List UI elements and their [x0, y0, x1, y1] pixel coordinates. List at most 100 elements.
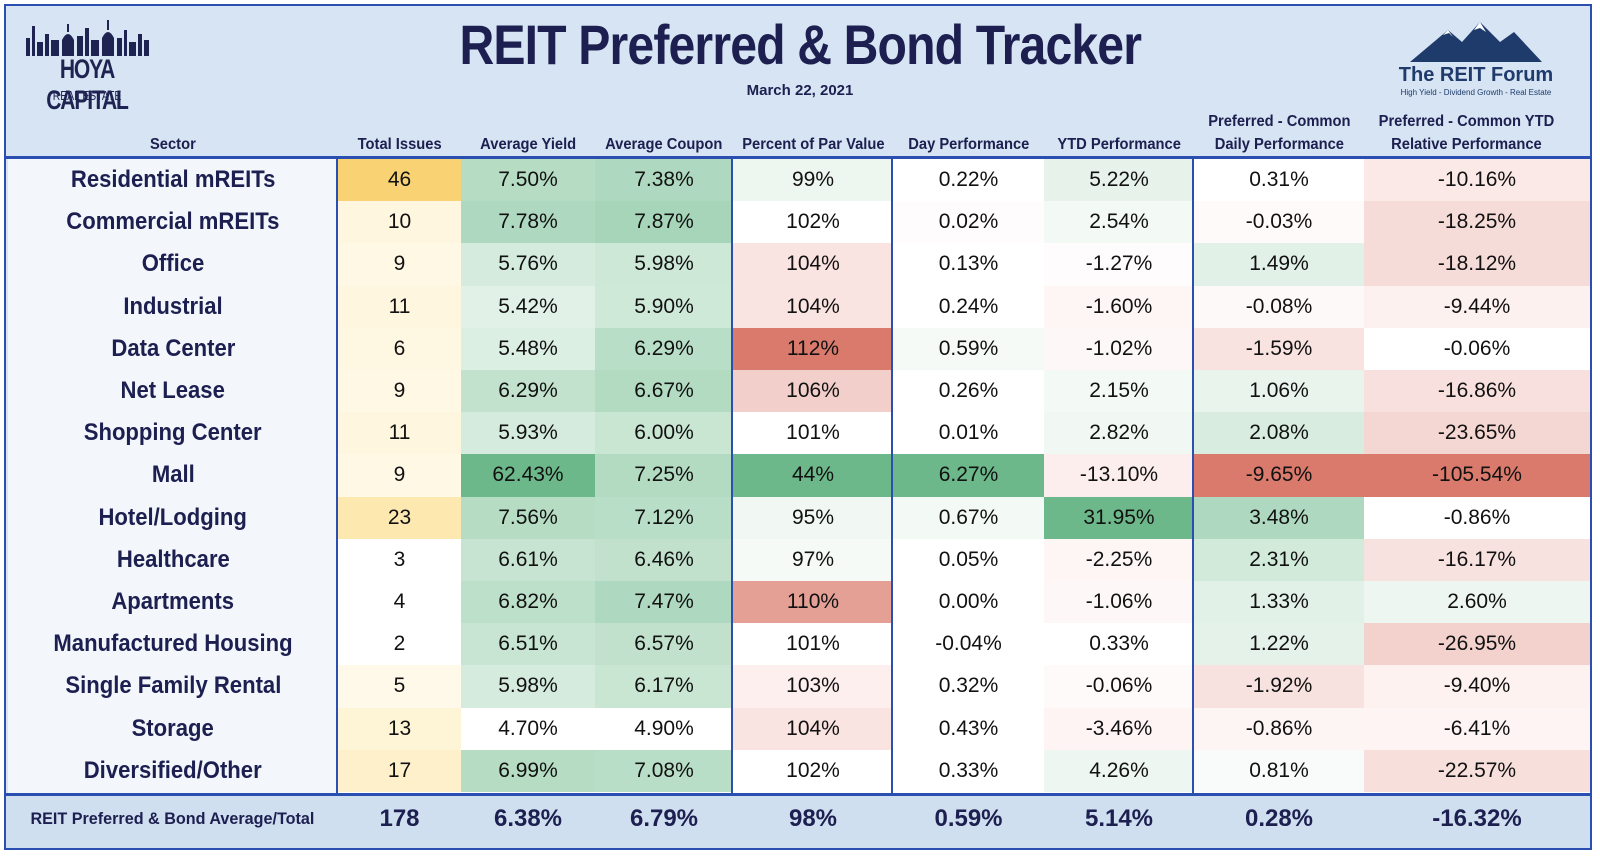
cell-pref-common-ytd: -105.54% — [1364, 454, 1590, 497]
sector-label: Commercial mREITs — [66, 208, 280, 236]
cell-ytd-performance: -0.06% — [1044, 665, 1194, 708]
cell-day-performance: 6.27% — [893, 454, 1044, 497]
col-header-pref-common-daily: Preferred - Common Daily Performance — [1207, 113, 1351, 153]
cell-pref-common-ytd: -26.95% — [1364, 623, 1590, 666]
cell-percent-par: 102% — [733, 749, 893, 792]
data-table: Residential mREITs 46 7.50% 7.38% 99% 0.22% 5.… — [8, 159, 1590, 793]
cell-percent-par: 102% — [733, 201, 893, 244]
cell-average-coupon: 6.46% — [595, 538, 733, 581]
cell-average-coupon: 7.47% — [595, 581, 733, 624]
sector-label: Industrial — [123, 292, 223, 320]
cell-pref-common-daily: 0.31% — [1194, 159, 1364, 202]
cell-pref-common-daily: 2.08% — [1194, 412, 1364, 455]
reit-forum-logo: The REIT Forum High Yield - Dividend Gro… — [1396, 20, 1556, 106]
cell-percent-par: 103% — [733, 665, 893, 708]
cell-ytd-performance: -1.06% — [1044, 581, 1194, 624]
cell-percent-par: 99% — [733, 159, 893, 202]
cell-ytd-performance: 5.22% — [1044, 159, 1194, 202]
cell-average-coupon: 5.98% — [595, 243, 733, 286]
mountains-icon — [1410, 22, 1542, 62]
cell-ytd-performance: -1.60% — [1044, 285, 1194, 328]
cell-ytd-performance: -3.46% — [1044, 707, 1194, 750]
cell-average-yield: 4.70% — [461, 707, 595, 750]
cell-pref-common-ytd: 2.60% — [1364, 581, 1590, 624]
cell-ytd-performance: 2.82% — [1044, 412, 1194, 455]
cell-day-performance: 0.01% — [893, 412, 1044, 455]
total-pref-common-ytd: -16.32% — [1432, 805, 1522, 832]
cell-day-performance: 0.67% — [893, 496, 1044, 539]
col-header-ytd-performance: YTD Performance — [1057, 136, 1181, 153]
column-divider — [1192, 159, 1194, 848]
sector-column — [8, 159, 338, 793]
cell-total-issues: 9 — [338, 454, 461, 497]
total-average-coupon: 6.79% — [629, 805, 699, 832]
cell-percent-par: 112% — [733, 327, 893, 370]
cell-ytd-performance: 2.15% — [1044, 370, 1194, 413]
cell-ytd-performance: -2.25% — [1044, 538, 1194, 581]
logo-left-name: HOYA CAPITAL — [46, 54, 129, 115]
col-header-average-yield: Average Yield — [479, 136, 576, 153]
sector-label: Apartments — [111, 588, 235, 616]
cell-percent-par: 44% — [733, 454, 893, 497]
cell-average-yield: 6.29% — [461, 370, 595, 413]
sector-label: Shopping Center — [84, 419, 262, 447]
cell-pref-common-ytd: -23.65% — [1364, 412, 1590, 455]
cell-pref-common-daily: -0.86% — [1194, 707, 1364, 750]
cell-average-yield: 7.50% — [461, 159, 595, 202]
cell-percent-par: 97% — [733, 538, 893, 581]
cell-day-performance: 0.43% — [893, 707, 1044, 750]
cell-pref-common-ytd: -0.06% — [1364, 327, 1590, 370]
col-header-day-performance: Day Performance — [907, 136, 1030, 153]
cell-average-coupon: 7.87% — [595, 201, 733, 244]
sector-label: Diversified/Other — [84, 756, 262, 784]
cell-ytd-performance: -1.02% — [1044, 327, 1194, 370]
cell-ytd-performance: -1.27% — [1044, 243, 1194, 286]
cell-percent-par: 104% — [733, 707, 893, 750]
cell-total-issues: 2 — [338, 623, 461, 666]
cell-average-yield: 7.56% — [461, 496, 595, 539]
cell-day-performance: 0.32% — [893, 665, 1044, 708]
cell-average-yield: 5.93% — [461, 412, 595, 455]
cell-average-coupon: 7.38% — [595, 159, 733, 202]
cell-day-performance: 0.00% — [893, 581, 1044, 624]
cell-pref-common-daily: 1.06% — [1194, 370, 1364, 413]
logo-right-tagline: High Yield - Dividend Growth - Real Esta… — [1400, 88, 1552, 97]
cell-percent-par: 106% — [733, 370, 893, 413]
cell-pref-common-daily: 2.31% — [1194, 538, 1364, 581]
cell-pref-common-ytd: -6.41% — [1364, 707, 1590, 750]
cell-day-performance: 0.33% — [893, 749, 1044, 792]
cell-pref-common-ytd: -9.44% — [1364, 285, 1590, 328]
cell-day-performance: 0.05% — [893, 538, 1044, 581]
cell-percent-par: 95% — [733, 496, 893, 539]
cell-total-issues: 17 — [338, 749, 461, 792]
sector-label: Net Lease — [120, 377, 226, 405]
cell-day-performance: 0.26% — [893, 370, 1044, 413]
column-divider — [336, 159, 338, 848]
cell-percent-par: 110% — [733, 581, 893, 624]
total-label: REIT Preferred & Bond Average/Total — [30, 809, 314, 828]
cell-percent-par: 101% — [733, 623, 893, 666]
cell-average-yield: 6.99% — [461, 749, 595, 792]
header-divider — [6, 156, 1590, 159]
cell-pref-common-ytd: -22.57% — [1364, 749, 1590, 792]
cell-ytd-performance: -13.10% — [1044, 454, 1194, 497]
cell-average-yield: 6.82% — [461, 581, 595, 624]
logo-left-sub: REAL ESTATE — [52, 88, 122, 103]
tracker-frame: HOYA CAPITAL REAL ESTATE REIT Preferred … — [4, 4, 1592, 850]
cell-average-yield: 5.76% — [461, 243, 595, 286]
cell-total-issues: 5 — [338, 665, 461, 708]
cell-average-coupon: 4.90% — [595, 707, 733, 750]
sector-label: Storage — [131, 714, 215, 742]
cell-percent-par: 101% — [733, 412, 893, 455]
cell-pref-common-daily: -0.03% — [1194, 201, 1364, 244]
col-header-average-coupon: Average Coupon — [605, 136, 723, 153]
cell-day-performance: -0.04% — [893, 623, 1044, 666]
cell-ytd-performance: 2.54% — [1044, 201, 1194, 244]
cell-average-yield: 62.43% — [461, 454, 595, 497]
cell-average-coupon: 6.29% — [595, 327, 733, 370]
cell-pref-common-daily: 3.48% — [1194, 496, 1364, 539]
total-pref-common-daily: 0.28% — [1244, 805, 1314, 832]
total-total-issues: 178 — [379, 805, 420, 832]
col-header-sector: Sector — [150, 136, 196, 153]
cell-total-issues: 6 — [338, 327, 461, 370]
